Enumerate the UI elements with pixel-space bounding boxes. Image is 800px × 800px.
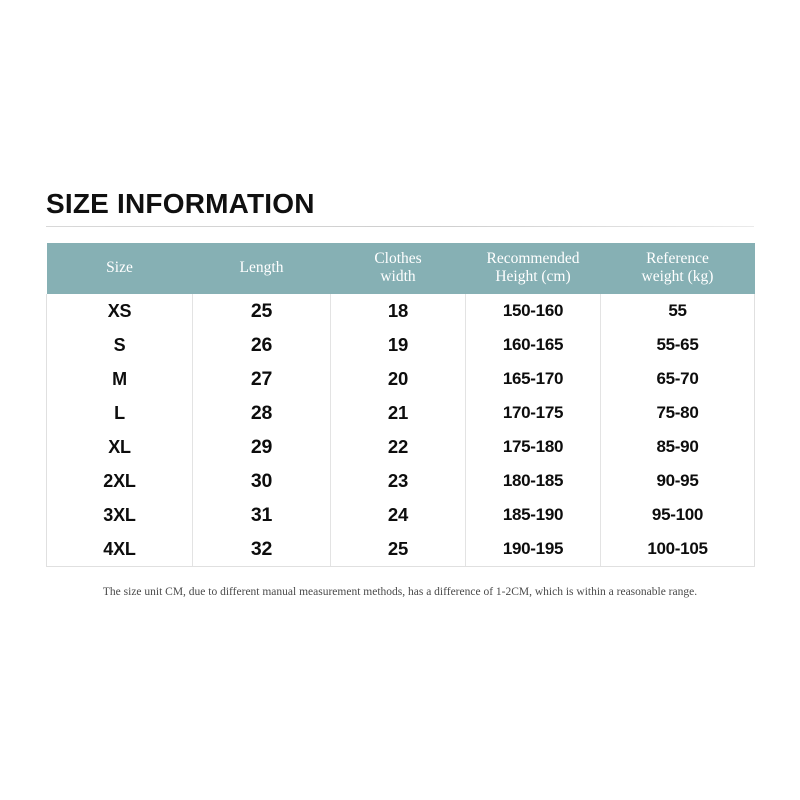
cell-height: 150-160: [465, 294, 601, 328]
cell-length: 28: [192, 396, 331, 430]
table-header: Size Length Clothes width Recommended He…: [46, 243, 755, 294]
cell-length: 27: [192, 362, 331, 396]
cell-height: 160-165: [465, 328, 601, 362]
cell-clothes-width: 21: [330, 396, 466, 430]
column-header-clothes-width-line-1: Clothes: [374, 250, 422, 267]
table-body: XS 25 18 150-160 55 S 26 19 160-165 55-6…: [46, 294, 755, 567]
cell-length: 31: [192, 498, 331, 532]
column-header-recommended-height-line-1: Recommended: [486, 250, 580, 267]
cell-weight: 90-95: [600, 464, 755, 498]
cell-clothes-width: 23: [330, 464, 466, 498]
cell-clothes-width: 25: [330, 532, 466, 567]
page-title: SIZE INFORMATION: [46, 188, 315, 219]
cell-size: XL: [46, 430, 193, 464]
cell-weight: 55: [600, 294, 755, 328]
cell-clothes-width: 20: [330, 362, 466, 396]
cell-size: 2XL: [46, 464, 193, 498]
title-block: SIZE INFORMATION: [46, 188, 754, 227]
cell-height: 180-185: [465, 464, 601, 498]
cell-weight: 65-70: [600, 362, 755, 396]
cell-clothes-width: 19: [330, 328, 466, 362]
cell-weight: 95-100: [600, 498, 755, 532]
cell-weight: 55-65: [600, 328, 755, 362]
cell-size: S: [46, 328, 193, 362]
table-row: 4XL 32 25 190-195 100-105: [46, 532, 755, 567]
column-header-reference-weight: Reference weight (kg): [600, 243, 755, 294]
table-row: 2XL 30 23 180-185 90-95: [46, 464, 755, 498]
cell-height: 175-180: [465, 430, 601, 464]
column-header-reference-weight-line-2: weight (kg): [641, 268, 714, 285]
cell-size: XS: [46, 294, 193, 328]
cell-length: 29: [192, 430, 331, 464]
cell-size: 4XL: [46, 532, 193, 567]
table-row: XL 29 22 175-180 85-90: [46, 430, 755, 464]
cell-height: 165-170: [465, 362, 601, 396]
column-header-clothes-width-line-2: width: [380, 268, 416, 285]
column-header-size: Size: [46, 243, 193, 294]
cell-length: 30: [192, 464, 331, 498]
cell-clothes-width: 18: [330, 294, 466, 328]
table-row: L 28 21 170-175 75-80: [46, 396, 755, 430]
cell-size: M: [46, 362, 193, 396]
cell-height: 170-175: [465, 396, 601, 430]
title-divider: [46, 226, 754, 227]
table-row: 3XL 31 24 185-190 95-100: [46, 498, 755, 532]
column-header-recommended-height-line-2: Height (cm): [495, 268, 571, 285]
table-header-row: Size Length Clothes width Recommended He…: [46, 243, 755, 294]
table-row: XS 25 18 150-160 55: [46, 294, 755, 328]
column-header-length: Length: [192, 243, 331, 294]
cell-clothes-width: 22: [330, 430, 466, 464]
measurement-disclaimer: The size unit CM, due to different manua…: [102, 586, 698, 598]
size-table-container: Size Length Clothes width Recommended He…: [46, 243, 755, 567]
cell-length: 26: [192, 328, 331, 362]
cell-weight: 100-105: [600, 532, 755, 567]
cell-weight: 75-80: [600, 396, 755, 430]
column-header-reference-weight-line-1: Reference: [646, 250, 709, 267]
column-header-size-line-1: Size: [106, 259, 133, 276]
table-row: M 27 20 165-170 65-70: [46, 362, 755, 396]
column-header-length-line-1: Length: [239, 259, 284, 276]
column-header-recommended-height: Recommended Height (cm): [465, 243, 601, 294]
cell-length: 25: [192, 294, 331, 328]
column-header-clothes-width: Clothes width: [330, 243, 466, 294]
cell-size: 3XL: [46, 498, 193, 532]
cell-height: 190-195: [465, 532, 601, 567]
size-table: Size Length Clothes width Recommended He…: [46, 243, 755, 567]
cell-height: 185-190: [465, 498, 601, 532]
cell-clothes-width: 24: [330, 498, 466, 532]
cell-size: L: [46, 396, 193, 430]
cell-weight: 85-90: [600, 430, 755, 464]
table-row: S 26 19 160-165 55-65: [46, 328, 755, 362]
cell-length: 32: [192, 532, 331, 567]
